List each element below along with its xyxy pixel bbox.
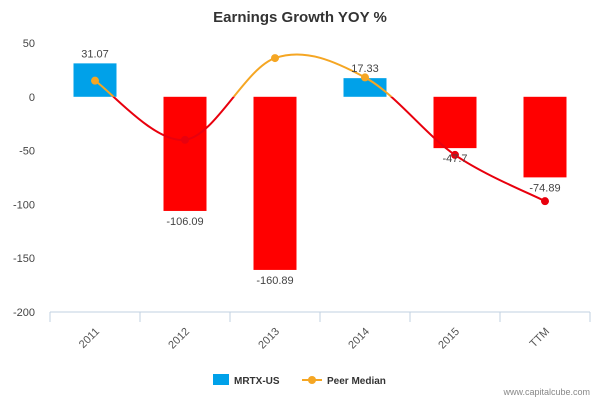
bar[interactable] — [343, 78, 387, 97]
y-axis: 50 0 -50 -100 -150 -200 — [13, 38, 35, 319]
bar-series — [73, 63, 567, 270]
y-tick-label: -100 — [13, 199, 35, 211]
peer-median-point[interactable] — [451, 150, 459, 159]
peer-median-line-positive — [94, 53, 393, 97]
bar[interactable] — [253, 96, 297, 270]
legend-label-peer: Peer Median — [327, 376, 386, 387]
x-tick-label: 2011 — [77, 326, 102, 351]
chart-title: Earnings Growth YOY % — [213, 9, 387, 26]
x-tick-label: 2012 — [166, 326, 192, 352]
legend-marker-peer — [308, 376, 316, 384]
bar-value-label: -74.89 — [529, 182, 560, 194]
y-tick-label: 50 — [23, 38, 35, 50]
peer-median-line-negative — [112, 96, 546, 203]
bar-value-label: 31.07 — [81, 48, 109, 60]
peer-median-point[interactable] — [271, 54, 279, 63]
bar-value-label: -160.89 — [256, 275, 293, 287]
y-tick-label: -50 — [19, 146, 35, 158]
y-tick-label: -150 — [13, 253, 35, 265]
data-labels: 31.07 -106.09 -160.89 17.33 -47.7 -74.89 — [81, 48, 560, 287]
legend-label-mrtx: MRTX-US — [234, 376, 280, 387]
bar[interactable] — [163, 96, 207, 211]
bar[interactable] — [433, 96, 477, 149]
credit-text: www.capitalcube.com — [502, 387, 590, 397]
bar-value-label: -106.09 — [166, 216, 203, 228]
x-tick-label: 2013 — [256, 326, 282, 352]
x-tick-label: 2015 — [436, 326, 462, 352]
peer-median-point[interactable] — [361, 73, 369, 82]
y-tick-label: -200 — [13, 307, 35, 319]
peer-median-point[interactable] — [541, 197, 549, 206]
bar[interactable] — [523, 96, 567, 178]
legend-swatch-mrtx — [213, 374, 229, 385]
legend[interactable]: MRTX-US Peer Median — [213, 374, 386, 387]
x-axis: 2011 2012 2013 2014 2015 TTM — [49, 311, 591, 352]
x-tick-label: TTM — [528, 326, 552, 350]
peer-median-point[interactable] — [181, 135, 189, 144]
bar-value-label: 17.33 — [351, 63, 379, 75]
peer-median-series — [91, 53, 549, 206]
bar-value-label: -47.7 — [442, 153, 467, 165]
peer-median-point[interactable] — [91, 76, 99, 85]
y-tick-label: 0 — [29, 92, 35, 104]
x-tick-label: 2014 — [346, 326, 372, 352]
